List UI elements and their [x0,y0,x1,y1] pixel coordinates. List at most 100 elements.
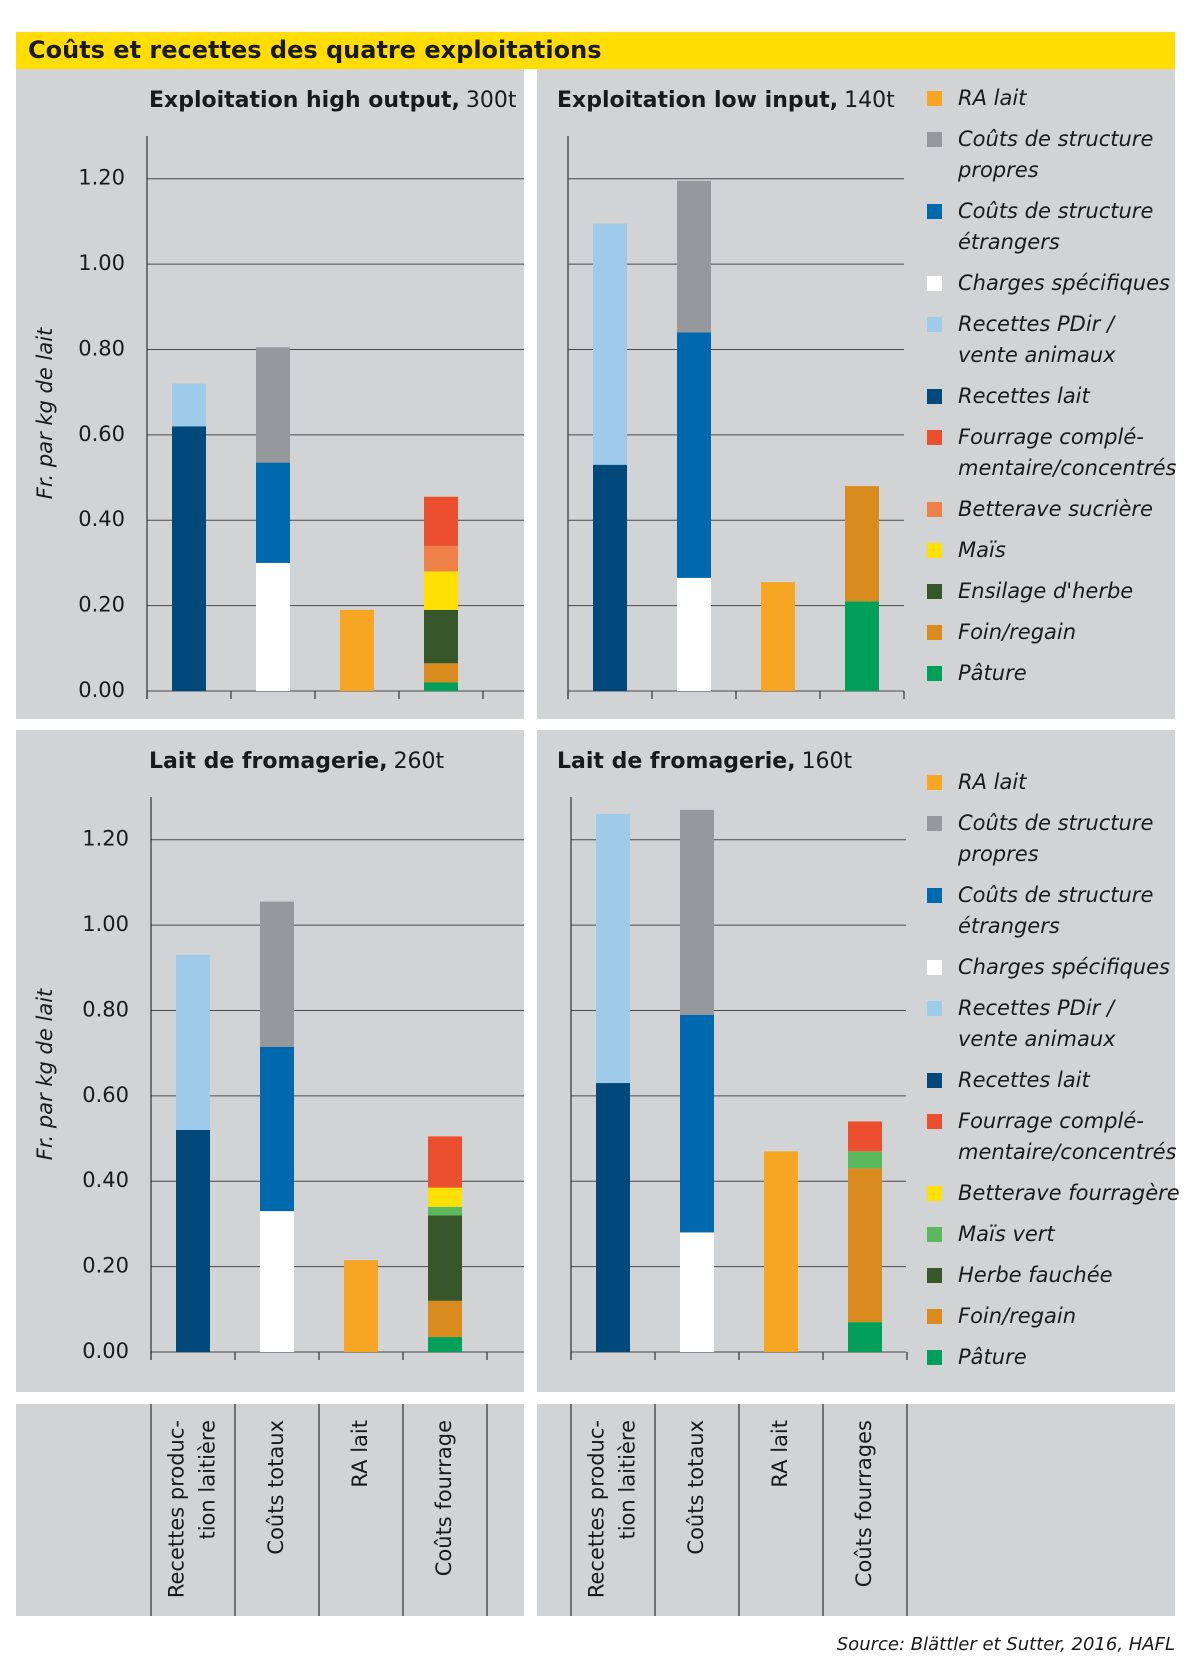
bar-segment [593,464,627,691]
bar-segment [256,347,290,463]
legend-swatch [927,1268,942,1283]
bar-segment [593,223,627,465]
legend-label: Coûts de structure étrangers [958,199,1153,254]
legend-swatch [927,888,942,903]
legend-swatch [927,91,942,106]
label-panel [537,1404,1175,1616]
legend-label: Pâture [958,661,1027,685]
y-tick-label: 0.20 [82,1254,129,1278]
label-panel [16,1404,524,1616]
legend-label: Betterave sucrière [958,497,1153,521]
bar-segment [424,663,458,683]
legend-label: Recettes PDir / vente animaux [958,996,1116,1051]
chart-volume: 260t [394,749,445,774]
legend-label: Betterave fourragère [958,1181,1180,1205]
chart-title: Exploitation low input, 140t [557,88,895,113]
legend-swatch [927,1114,942,1129]
title-bar [16,32,1175,69]
legend-label: Foin/regain [958,620,1076,644]
legend-swatch [927,276,942,291]
legend-swatch [927,584,942,599]
bar-segment [845,486,879,602]
y-tick-label: 0.00 [82,1339,129,1363]
bar-segment [256,562,290,691]
bar-segment [848,1322,882,1352]
x-tick-label: Coûts totaux [264,1420,288,1555]
bar-segment [848,1121,882,1152]
bar-segment [260,1211,294,1352]
legend-swatch [927,1309,942,1324]
bar-segment [260,1046,294,1212]
y-tick-label: 1.00 [82,912,129,936]
bar-segment [848,1168,882,1323]
legend-label: Maïs vert [958,1222,1055,1246]
legend-swatch [927,1001,942,1016]
legend-label: Herbe fauchée [958,1263,1113,1287]
bar-segment [424,545,458,572]
bar-segment [260,901,294,1047]
bar-segment [677,332,711,578]
legend-label: RA lait [958,770,1027,794]
chart-title: Lait de fromagerie, 160t [557,749,853,774]
bar-segment [340,609,374,691]
source: Source: Blättler et Sutter, 2016, HAFL [837,1634,1175,1655]
bar-segment [848,1151,882,1169]
chart-title-bold: Lait de fromagerie, [149,749,388,774]
legend-swatch [927,625,942,640]
bar-segment [677,577,711,691]
y-axis-label: Fr. par kg de lait [33,988,57,1160]
legend-label: Charges spécifiques [958,271,1170,295]
x-tick-label: Recettes produc-tion laitière [165,1420,220,1598]
legend-swatch [927,502,942,517]
legend-label: Pâture [958,1345,1027,1369]
legend-label: Fourrage complé-mentaire/concentrés [958,1109,1177,1164]
bar-segment [761,582,795,691]
bar-segment [424,496,458,546]
x-tick-label: Recettes produc-tion laitière [585,1420,640,1598]
legend-label: Foin/regain [958,1304,1076,1328]
legend-label: Coûts de structure propres [957,127,1153,182]
bar-segment [596,1083,630,1352]
bar-segment [172,383,206,427]
bar-segment [424,682,458,691]
bar-segment [172,426,206,691]
legend-swatch [927,1350,942,1365]
legend-label: Ensilage d'herbe [958,579,1133,603]
bar-segment [424,609,458,664]
chart-title: Exploitation high output, 300t [149,88,517,113]
x-tick-label: Coûts fourrages [852,1420,876,1587]
y-tick-label: 0.60 [82,1083,129,1107]
y-axis-label: Fr. par kg de lait [33,327,57,499]
y-tick-label: 0.40 [78,507,125,531]
legend-swatch [927,543,942,558]
page-title: Coûts et recettes des quatre exploitatio… [28,36,602,64]
legend-label: Recettes lait [958,384,1091,408]
x-tick-label: RA lait [768,1420,792,1488]
chart-title-bold: Exploitation low input, [557,88,838,113]
y-tick-label: 0.40 [82,1168,129,1192]
legend-swatch [927,1227,942,1242]
legend-swatch [927,317,942,332]
y-tick-label: 0.00 [78,678,125,702]
bar-segment [176,954,210,1130]
y-tick-label: 1.00 [78,251,125,275]
chart-volume: 300t [466,88,517,113]
legend-swatch [927,666,942,681]
bar-segment [256,462,290,563]
legend-label: Recettes PDir / vente animaux [958,312,1116,367]
y-tick-label: 0.80 [78,336,125,360]
legend-swatch [927,1073,942,1088]
y-tick-label: 1.20 [78,166,125,190]
legend-label: Coûts de structure propres [957,811,1153,866]
chart-volume: 140t [844,88,895,113]
chart-volume: 160t [802,749,853,774]
chart-title: Lait de fromagerie, 260t [149,749,445,774]
bar-segment [680,809,714,1015]
y-tick-label: 0.80 [82,997,129,1021]
legend-swatch [927,1186,942,1201]
legend-label: Coûts de structure étrangers [958,883,1153,938]
bar-segment [596,814,630,1084]
bar-segment [764,1151,798,1352]
bar-segment [845,601,879,691]
